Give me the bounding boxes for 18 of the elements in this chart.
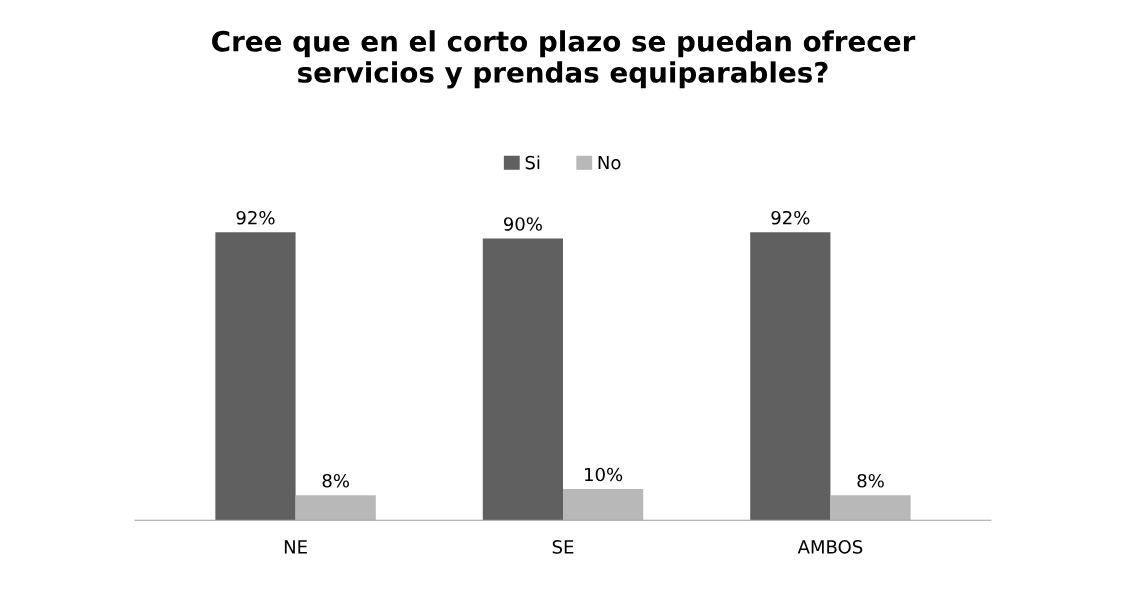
x-tick-label: SE <box>552 540 574 554</box>
bar <box>295 495 376 521</box>
bar <box>830 495 911 521</box>
data-label: 92% <box>771 210 810 225</box>
bar <box>482 238 563 521</box>
bar <box>563 488 644 521</box>
x-tick-label: NE <box>284 540 307 554</box>
data-label: 8% <box>322 473 350 488</box>
x-tick-label: AMBOS <box>797 540 863 554</box>
legend-label: Si <box>525 155 540 170</box>
data-label: 90% <box>503 217 542 231</box>
bar <box>750 232 831 521</box>
legend-label: No <box>598 155 621 170</box>
data-label: 8% <box>857 473 884 488</box>
data-label: 10% <box>585 467 623 482</box>
data-label: 92% <box>236 210 275 225</box>
chart-title: Cree que en el corto plazo se puedan ofrecer servicios y prendas equiparables? <box>212 30 916 89</box>
bar <box>215 232 296 521</box>
